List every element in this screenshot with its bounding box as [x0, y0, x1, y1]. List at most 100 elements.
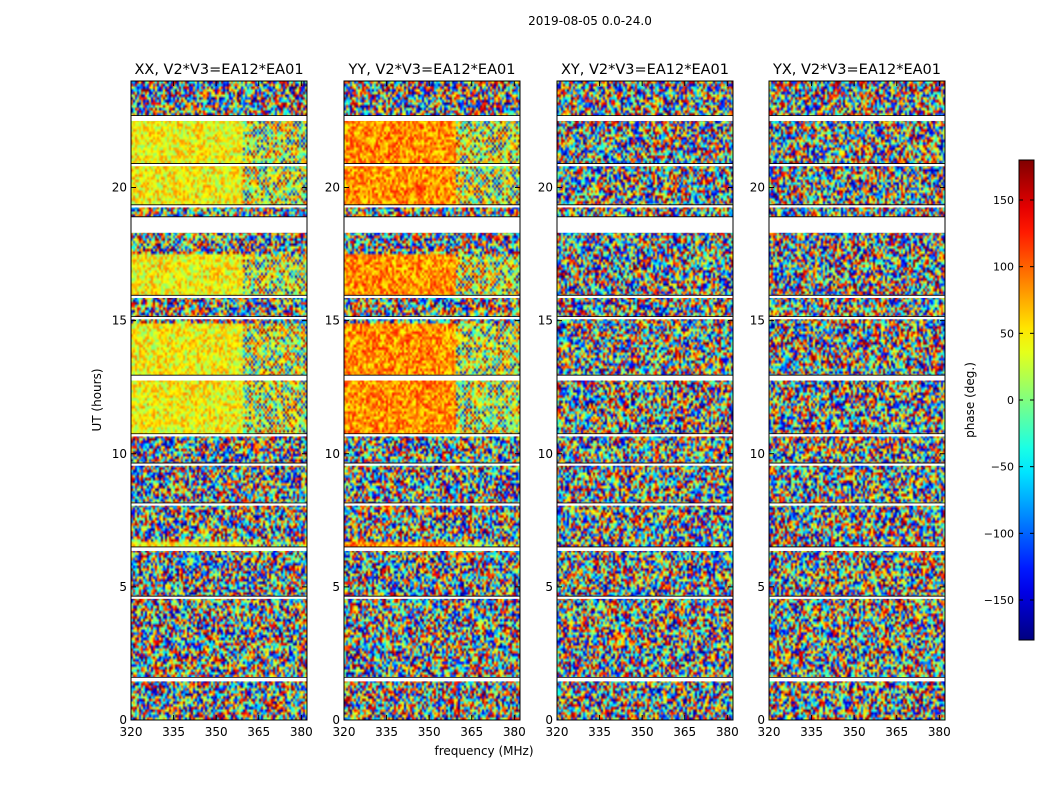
y-tick-label-2-5: 20 — [325, 181, 340, 195]
flagged-band-2-8 — [344, 316, 520, 320]
flagged-band-4-3 — [769, 546, 945, 551]
heatmap-image-3 — [557, 81, 733, 720]
y-tick-label-1-3: 10 — [112, 447, 127, 461]
x-tick-label-3-1: 320 — [546, 725, 569, 739]
y-tick-label-1-1: 0 — [119, 713, 127, 727]
flagged-band-1-8 — [131, 316, 307, 320]
flagged-band-4-11 — [769, 204, 945, 208]
x-tick-label-4-1: 320 — [758, 725, 781, 739]
y-tick-label-1-5: 20 — [112, 181, 127, 195]
flagged-band-1-7 — [131, 375, 307, 381]
y-axis-label: UT (hours) — [90, 368, 104, 431]
flagged-band-2-12 — [344, 163, 520, 167]
panel-frame-1 — [130, 80, 308, 721]
flagged-band-2-4 — [344, 503, 520, 506]
colorbar-tick-label-7: −150 — [984, 594, 1014, 607]
flagged-band-3-4 — [557, 503, 733, 506]
flagged-band-3-8 — [557, 316, 733, 320]
x-tick-label-4-4: 365 — [885, 725, 908, 739]
panel-title-4: YX, V2*V3=EA12*EA01 — [772, 62, 941, 78]
flagged-band-3-13 — [557, 115, 733, 121]
flagged-band-1-10 — [131, 216, 307, 233]
flagged-band-2-3 — [344, 546, 520, 551]
y-tick-label-4-5: 20 — [750, 181, 765, 195]
y-tick-label-1-4: 15 — [112, 314, 127, 328]
y-tick-label-1-2: 5 — [119, 580, 127, 594]
x-tick-label-3-4: 365 — [673, 725, 696, 739]
x-tick-label-1-3: 350 — [205, 725, 228, 739]
heatmap-image-2 — [344, 81, 520, 720]
flagged-band-1-11 — [131, 204, 307, 208]
colorbar-tick-label-1: 150 — [993, 194, 1014, 207]
x-axis-label: frequency (MHz) — [434, 744, 533, 758]
flagged-band-3-12 — [557, 163, 733, 167]
colorbar-tick-label-2: 100 — [993, 261, 1014, 274]
flagged-band-4-6 — [769, 433, 945, 437]
colorbar: 150 100 50 0 −50 −100 −150 phase (deg.) — [963, 159, 1035, 641]
flagged-band-2-6 — [344, 433, 520, 437]
flagged-band-1-1 — [131, 677, 307, 682]
x-tick-label-3-2: 335 — [588, 725, 611, 739]
x-tick-label-2-3: 350 — [418, 725, 441, 739]
panel-title-2: YY, V2*V3=EA12*EA01 — [348, 62, 516, 78]
colorbar-tick-label-5: −50 — [991, 461, 1014, 474]
y-tick-label-4-2: 5 — [757, 580, 765, 594]
x-tick-label-4-3: 350 — [843, 725, 866, 739]
flagged-band-2-10 — [344, 216, 520, 233]
flagged-band-3-7 — [557, 375, 733, 381]
flagged-band-3-1 — [557, 677, 733, 682]
panel-title-3: XY, V2*V3=EA12*EA01 — [561, 62, 729, 78]
flagged-band-3-9 — [557, 295, 733, 298]
x-tick-label-4-5: 380 — [928, 725, 951, 739]
x-tick-label-2-4: 365 — [460, 725, 483, 739]
flagged-band-3-3 — [557, 546, 733, 551]
flagged-band-4-4 — [769, 503, 945, 506]
x-tick-label-2-5: 380 — [503, 725, 526, 739]
panel-4: YX, V2*V3=EA12*EA01 320 335 350 365 380 0 5 10 15… — [750, 62, 951, 739]
colorbar-label: phase (deg.) — [963, 362, 977, 438]
flagged-band-2-7 — [344, 375, 520, 381]
flagged-band-2-1 — [344, 677, 520, 682]
panel-3: XY, V2*V3=EA12*EA01 320 335 350 365 380 0 5 10 15… — [538, 62, 739, 739]
x-tick-label-2-2: 335 — [375, 725, 398, 739]
colorbar-tick-label-3: 50 — [1000, 327, 1014, 340]
flagged-band-1-4 — [131, 503, 307, 506]
y-tick-label-2-1: 0 — [332, 713, 340, 727]
y-tick-label-3-2: 5 — [545, 580, 553, 594]
y-tick-label-4-1: 0 — [757, 713, 765, 727]
flagged-band-3-11 — [557, 204, 733, 208]
y-tick-label-2-2: 5 — [332, 580, 340, 594]
panel-2: YY, V2*V3=EA12*EA01 320 335 350 365 380 0 5 10 15… — [325, 62, 526, 739]
flagged-band-4-5 — [769, 463, 945, 466]
flagged-band-1-3 — [131, 546, 307, 551]
figure-title: 2019-08-05 0.0-24.0 — [528, 14, 652, 28]
colorbar-tick-label-6: −100 — [984, 527, 1014, 540]
flagged-band-2-13 — [344, 115, 520, 121]
flagged-band-3-5 — [557, 463, 733, 466]
flagged-band-1-5 — [131, 463, 307, 466]
y-tick-label-2-4: 15 — [325, 314, 340, 328]
flagged-band-4-12 — [769, 163, 945, 167]
flagged-band-2-11 — [344, 204, 520, 208]
panel-title-1: XX, V2*V3=EA12*EA01 — [134, 62, 303, 78]
flagged-band-2-2 — [344, 596, 520, 599]
flagged-band-1-2 — [131, 596, 307, 599]
y-tick-label-3-4: 15 — [538, 314, 553, 328]
flagged-band-1-9 — [131, 295, 307, 298]
flagged-band-4-7 — [769, 375, 945, 381]
flagged-band-4-8 — [769, 316, 945, 320]
flagged-band-1-12 — [131, 163, 307, 167]
y-tick-label-3-1: 0 — [545, 713, 553, 727]
x-tick-label-3-3: 350 — [631, 725, 654, 739]
flagged-band-4-9 — [769, 295, 945, 298]
flagged-band-4-10 — [769, 216, 945, 233]
flagged-band-4-13 — [769, 115, 945, 121]
x-tick-label-3-5: 380 — [716, 725, 739, 739]
flagged-band-3-10 — [557, 216, 733, 233]
y-tick-label-3-5: 20 — [538, 181, 553, 195]
x-tick-label-1-2: 335 — [162, 725, 185, 739]
x-tick-label-4-2: 335 — [800, 725, 823, 739]
x-tick-label-2-1: 320 — [333, 725, 356, 739]
y-tick-label-2-3: 10 — [325, 447, 340, 461]
y-tick-label-4-3: 10 — [750, 447, 765, 461]
